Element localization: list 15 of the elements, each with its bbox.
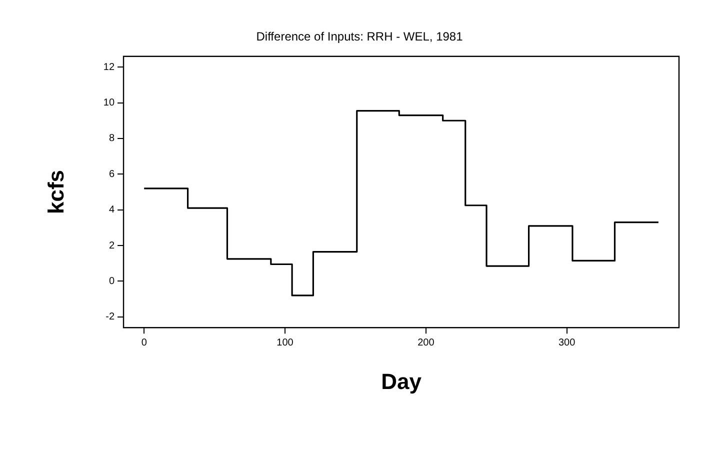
- x-tick-label: 300: [558, 337, 576, 348]
- y-axis-title: kcfs: [43, 170, 68, 214]
- y-tick-label: 12: [103, 62, 115, 73]
- y-tick-label: 2: [108, 240, 115, 252]
- chart-title: Difference of Inputs: RRH - WEL, 1981: [256, 30, 464, 44]
- x-axis-title: Day: [381, 368, 422, 394]
- y-tick-label: 4: [108, 204, 115, 216]
- x-tick-label: 100: [276, 337, 294, 348]
- x-tick-label: 200: [418, 337, 435, 348]
- y-tick-label: 0: [108, 276, 115, 287]
- y-tick-label: 6: [108, 168, 115, 180]
- y-tick-label: 10: [103, 98, 115, 109]
- y-tick-label: -2: [106, 312, 115, 323]
- x-tick-label: 0: [141, 337, 148, 348]
- y-tick-label: 8: [108, 133, 115, 144]
